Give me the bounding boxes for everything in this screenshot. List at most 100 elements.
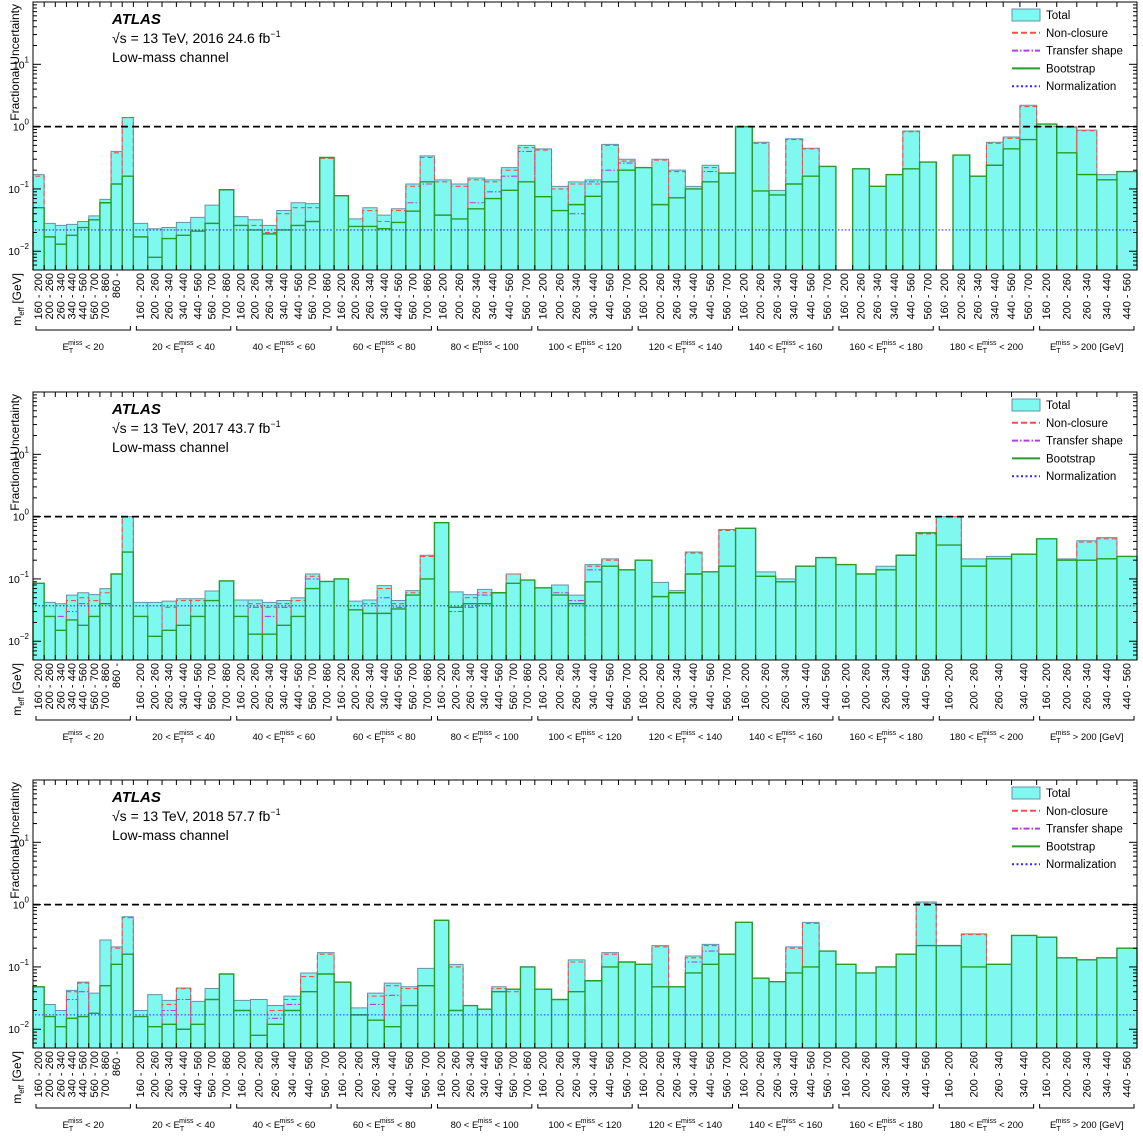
x-range-label: 200 - 260: [856, 273, 868, 319]
x-range-label: 200 - 260: [253, 1051, 265, 1097]
x-range-label: 560 - 700: [207, 663, 219, 709]
total-bar: [276, 210, 292, 270]
x-range-label: 340 - 440: [1101, 1051, 1113, 1097]
legend-label: Transfer shape: [1046, 824, 1123, 836]
total-bar: [916, 902, 937, 1048]
total-bar: [785, 138, 803, 270]
x-range-label: 160 - 200: [740, 663, 752, 709]
group-bracket: [436, 326, 533, 331]
total-bar: [551, 186, 569, 270]
x-range-label: 160 - 200: [538, 273, 550, 319]
total-bar: [190, 598, 206, 660]
total-bar: [111, 573, 123, 660]
x-range-label: 260 - 340: [881, 663, 893, 709]
total-bar: [99, 940, 112, 1048]
x-range-label: 340 - 440: [488, 273, 500, 319]
y-tick-label: 101: [13, 445, 30, 461]
group-label: 160 < ETmiss < 180: [849, 340, 922, 355]
group-bracket: [537, 326, 633, 331]
x-range-label: 340 - 440: [901, 1051, 913, 1097]
x-range-label: 260 - 340: [370, 1051, 382, 1097]
atlas-label: ATLAS: [111, 789, 161, 806]
x-range-label: 560 - 700: [621, 1051, 633, 1097]
x-range-label: 200 - 260: [149, 663, 161, 709]
y-axis-label: Fractional Uncertainty: [8, 4, 22, 121]
x-range-label: 160 - 200: [943, 663, 955, 709]
group-bracket: [336, 326, 432, 331]
x-range-label: 860 -: [111, 663, 123, 688]
x-range-label: 560 - 700: [521, 273, 533, 319]
x-range-label: 340 - 440: [287, 1051, 299, 1097]
x-range-label: 200 - 260: [1061, 273, 1073, 319]
total-bar: [176, 987, 191, 1048]
total-bar: [420, 555, 435, 660]
group-label: 80 < ETmiss < 100: [451, 1118, 519, 1133]
x-range-label: 560 - 700: [407, 273, 419, 319]
x-range-label: 340 - 440: [278, 663, 290, 709]
total-bar: [362, 599, 378, 660]
x-range-label: 160 - 200: [738, 1051, 750, 1097]
atlas-label: ATLAS: [111, 401, 161, 418]
total-bar: [420, 155, 435, 270]
total-bar: [44, 602, 56, 660]
x-range-label: 260 - 340: [1081, 1051, 1093, 1097]
total-bar: [205, 591, 220, 660]
y-tick-label: 10−1: [8, 180, 29, 196]
total-bar: [953, 155, 970, 270]
x-range-label: 260 - 340: [364, 273, 376, 319]
group-label: ETmiss < 20: [62, 1118, 103, 1133]
x-range-label: 160 - 200: [237, 1051, 249, 1097]
group-label: ETmiss > 200 [GeV]: [1050, 1118, 1124, 1133]
group-bracket: [1039, 1104, 1135, 1109]
total-bar: [122, 916, 134, 1048]
x-range-label: 700 - 860: [422, 663, 434, 709]
x-range-label: 340 - 440: [688, 663, 700, 709]
total-bar: [1056, 126, 1077, 271]
x-range-label: 160 - 200: [336, 663, 348, 709]
total-bar: [405, 590, 421, 660]
total-bar: [855, 972, 877, 1048]
x-range-label: 200 - 260: [655, 1051, 667, 1097]
total-bar: [936, 516, 962, 660]
x-range-label: 560 - 700: [1023, 273, 1035, 319]
x-range-label: 440 - 560: [805, 273, 817, 319]
x-range-label: 160 - 200: [939, 273, 951, 319]
total-bar: [986, 556, 1012, 660]
x-range-label: 340 - 440: [379, 273, 391, 319]
x-range-label: 160 - 200: [1041, 273, 1053, 319]
total-bar: [88, 215, 100, 270]
total-bar: [835, 564, 856, 660]
total-bar: [601, 558, 619, 660]
total-bar: [233, 1000, 251, 1048]
x-range-label: 260 - 340: [881, 1051, 893, 1097]
total-bar: [961, 933, 987, 1048]
x-range-label: 440 - 560: [906, 273, 918, 319]
x-range-label: 340 - 440: [178, 1051, 190, 1097]
y-axis-label: Fractional Uncertainty: [8, 782, 22, 899]
x-range-label: 860 -: [111, 273, 123, 298]
total-bar: [319, 157, 335, 270]
x-range-label: 440 - 560: [805, 1051, 817, 1097]
group-label: ETmiss > 200 [GeV]: [1050, 340, 1124, 355]
group-label: 60 < ETmiss < 80: [353, 340, 416, 355]
x-range-label: 160 - 200: [840, 1051, 852, 1097]
total-bar: [111, 151, 123, 270]
x-range-label: 200 - 260: [450, 1051, 462, 1097]
energy-label: √s = 13 TeV, 2016 24.6 fb−1: [112, 29, 281, 46]
x-range-label: 700 - 860: [321, 663, 333, 709]
x-range-label: 440 - 560: [493, 663, 505, 709]
legend-label: Non-closure: [1046, 418, 1108, 430]
x-range-label: 160 - 200: [235, 273, 247, 319]
total-bar: [1056, 957, 1077, 1048]
x-range-label: 340 - 440: [688, 1051, 700, 1097]
x-range-label: 160 - 200: [235, 663, 247, 709]
x-range-label: 440 - 560: [921, 663, 933, 709]
total-bar: [986, 964, 1012, 1048]
x-range-label: 340 - 440: [789, 1051, 801, 1097]
total-bar: [147, 994, 163, 1048]
total-bar: [233, 216, 249, 270]
y-tick-label: 10−1: [8, 958, 29, 974]
total-bar: [448, 591, 464, 660]
total-bar: [262, 602, 277, 660]
total-bar: [735, 528, 756, 660]
